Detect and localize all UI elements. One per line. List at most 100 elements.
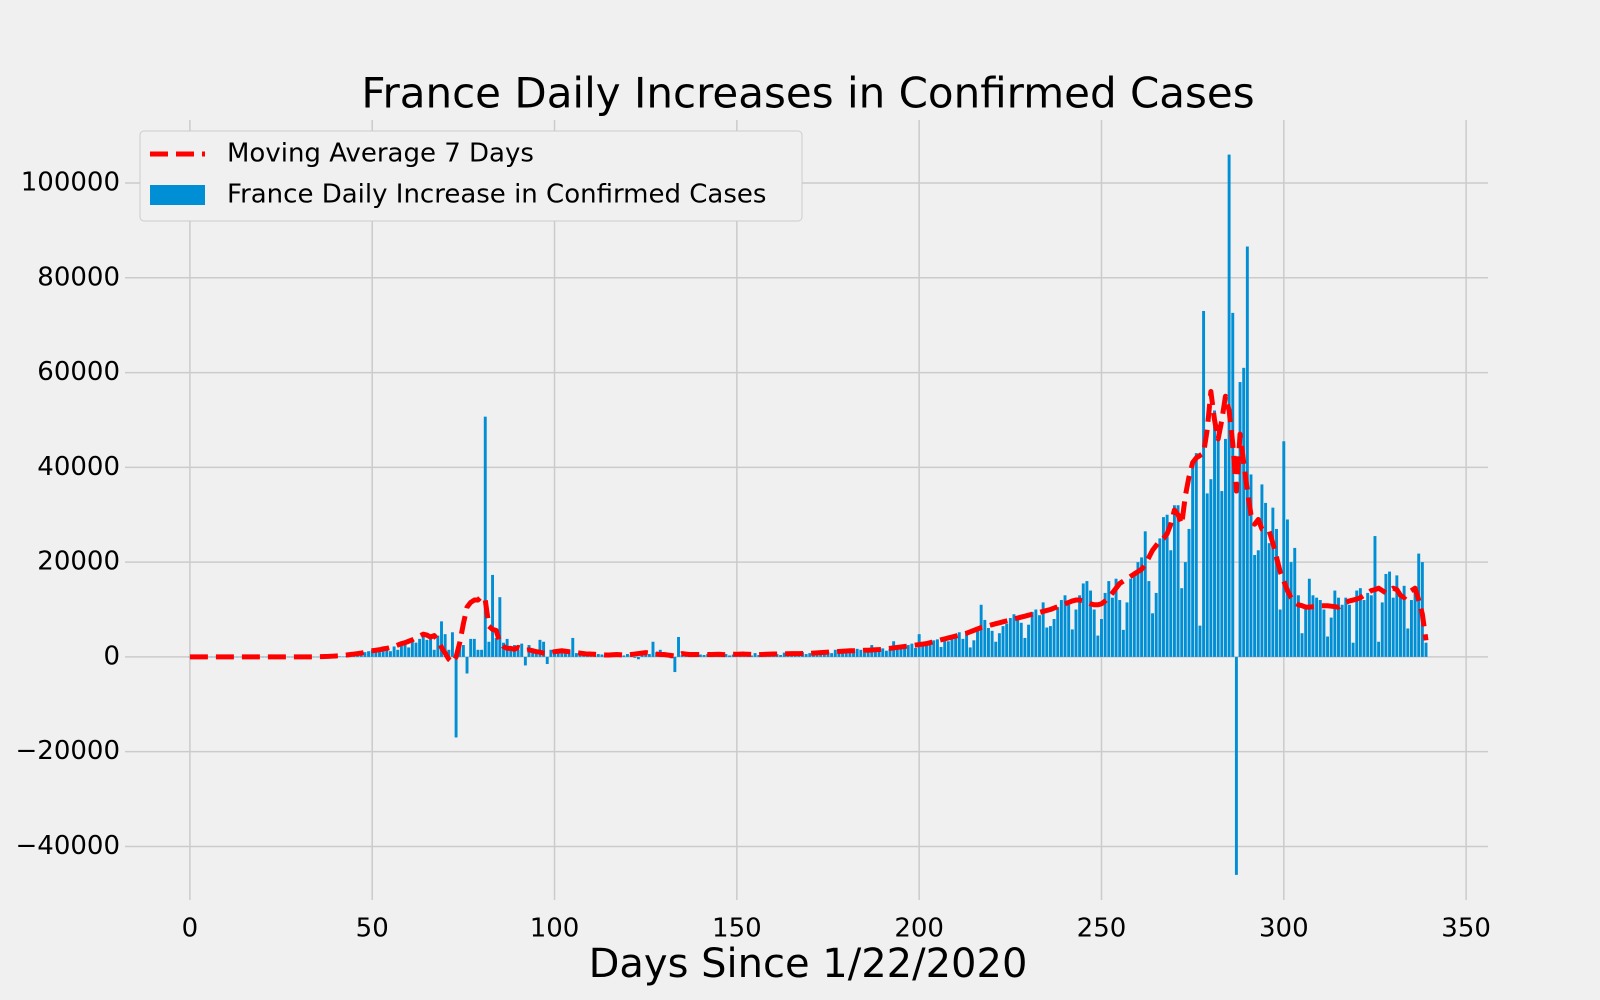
bar [852,651,855,657]
bar [1085,581,1089,657]
bar [1238,382,1242,657]
bar [1256,550,1260,657]
bar [447,649,451,657]
bar [1220,491,1224,657]
bar [491,574,495,657]
bar [1293,547,1297,657]
bar [440,621,443,657]
bar [702,655,706,657]
bar [863,652,866,657]
bar [1205,493,1209,657]
bar [385,647,389,657]
bar [979,604,983,657]
bar [888,648,892,657]
bar [560,649,564,657]
bar [410,641,414,657]
bar [1081,583,1085,657]
bar [1264,502,1268,657]
bar [1165,514,1169,657]
bar [968,647,972,657]
bar [1078,595,1082,657]
x-tick-label: 50 [356,914,389,944]
bar [932,640,936,657]
bar [1136,562,1140,657]
bar [461,645,465,657]
bar [1147,581,1151,657]
bar [363,652,367,657]
bar [1059,600,1063,657]
bar [556,652,560,657]
bar [954,634,958,657]
legend-swatch [150,185,205,205]
bar [1198,625,1202,657]
bar [1001,626,1005,657]
bar [1373,536,1377,657]
bar [436,635,440,657]
bar [1329,617,1333,657]
bar [677,636,680,657]
bar [1384,573,1388,657]
bar [1183,562,1187,657]
bar [895,647,899,657]
bar [925,642,928,657]
chart-title: France Daily Increases in Confirmed Case… [361,69,1254,118]
bar [392,646,396,657]
bar [899,646,903,657]
bar [1056,607,1060,657]
bar [1296,595,1300,657]
bar [1358,588,1362,657]
bar [1249,474,1253,657]
x-tick-label: 150 [712,914,762,944]
bar [1092,609,1096,657]
bar [1019,622,1023,657]
bar [965,632,969,657]
bar [804,654,808,657]
bar [1187,528,1191,657]
bar [866,651,870,657]
bar [1424,642,1428,657]
bar [396,649,400,657]
bar [600,654,604,657]
bar [1129,578,1133,657]
bar [483,416,487,657]
bar [542,641,546,657]
bar [1340,604,1344,657]
bar [757,655,761,657]
bar [381,649,385,657]
bar [728,655,732,657]
bar [1213,410,1216,657]
bar [950,635,954,657]
bar [957,632,961,657]
bar [1209,479,1213,657]
bar [1194,453,1198,657]
bar [673,656,677,673]
bar [903,648,907,657]
x-tick-label: 250 [1077,914,1127,944]
bar [1114,578,1118,657]
legend-label: Moving Average 7 Days [227,139,534,169]
bar [1100,618,1103,657]
bar [454,656,458,738]
bar [990,630,994,657]
bar [1391,597,1395,657]
bar [994,641,998,657]
bar [983,619,987,657]
bar [1052,618,1056,657]
bar [837,651,841,657]
bar [1216,424,1220,657]
bar [910,643,914,657]
bar [538,639,542,657]
bar [1395,575,1399,657]
bar [421,635,425,657]
bar [1406,628,1410,657]
bar [1067,604,1071,657]
bar [884,650,888,657]
bar [1355,590,1359,657]
bar [443,634,447,657]
y-tick-label: −20000 [16,736,121,766]
bar [1103,592,1107,657]
bar [509,647,513,657]
bar [1151,613,1154,657]
bar [1304,609,1308,657]
